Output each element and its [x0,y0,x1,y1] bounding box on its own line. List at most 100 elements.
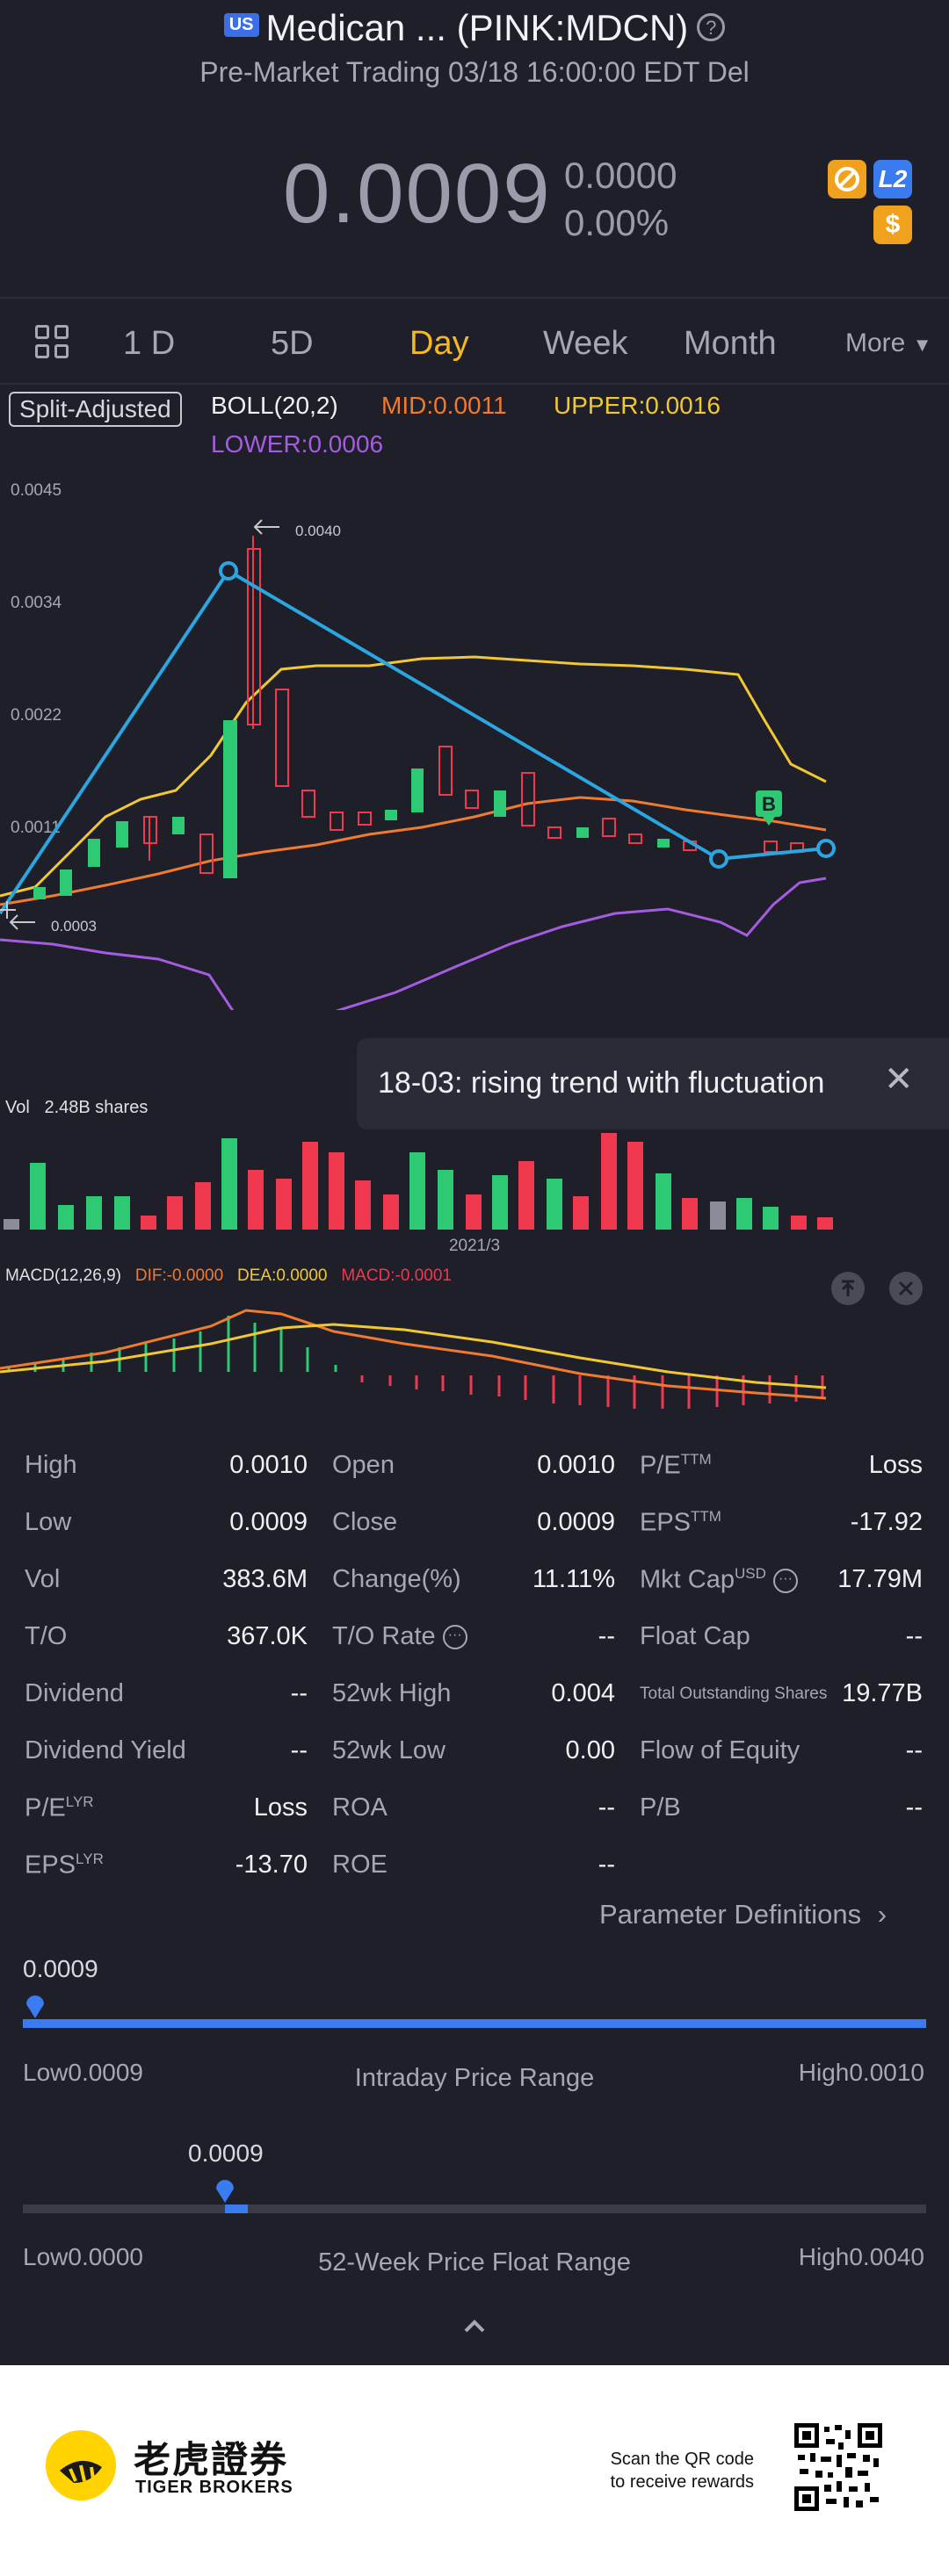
stat-dividend-label: Dividend [25,1679,124,1707]
volume-label: Vol [5,1098,30,1117]
split-adjusted-button[interactable]: Split-Adjusted [9,392,182,427]
intraday-range-label: Intraday Price Range [354,2064,595,2092]
tab-day[interactable]: Day [409,325,469,362]
parameter-definitions-link[interactable]: Parameter Definitions › [599,1899,887,1930]
buy-marker[interactable] [756,790,782,817]
tooltip-text: 18-03: rising trend with fluctuation [378,1066,825,1100]
caret-down-icon: ▼ [912,334,932,356]
close-icon[interactable]: ✕ [884,1060,914,1099]
stat-floatcap-value: -- [905,1622,923,1650]
boll-mid-line [0,796,827,906]
candle [576,827,589,838]
candle [465,790,479,809]
volume-bars [4,1133,833,1230]
stat-pe-ttm-value: Loss [868,1451,923,1479]
qr-caption-1: Scan the QR code [610,2450,754,2469]
candle [764,841,778,853]
tab-month[interactable]: Month [684,325,777,362]
stat-vol-value: 383.6M [222,1565,308,1593]
chevron-right-icon: › [877,1899,887,1930]
stat-eps-lyr-label: EPSLYR [25,1851,104,1880]
stat-52wk-low-value: 0.00 [565,1736,615,1764]
qr-code [794,2423,882,2511]
tab-more[interactable]: More ▼ [845,328,931,358]
week52-range-marker [225,2204,248,2213]
macd-legend: MACD(12,26,9) DIF:-0.0000 DEA:0.0000 MAC… [5,1266,452,1286]
more-label: More [845,328,906,357]
candle [275,689,289,787]
buy-marker-label: B [762,793,776,815]
boll-lower: LOWER:0.0006 [211,430,384,458]
candle [547,826,561,839]
stat-change-value: 11.11% [532,1565,615,1593]
stat-torate-label[interactable]: T/O Rate ··· [332,1622,467,1651]
tab-5d[interactable]: 5D [271,325,314,362]
boll-upper-line [0,655,827,898]
candles [33,536,804,899]
candle [223,720,237,878]
chevron-up-icon[interactable] [460,2315,489,2336]
more-dots-icon[interactable]: ··· [772,1569,798,1593]
tab-week[interactable]: Week [543,325,628,362]
stat-to-value: 367.0K [227,1622,308,1650]
macd-dea-line [0,1323,827,1389]
boll-upper: UPPER:0.0016 [554,392,721,419]
week52-range-label: 52-Week Price Float Range [318,2248,631,2277]
stat-open-value: 0.0010 [537,1451,615,1479]
stat-low-value: 0.0009 [229,1508,308,1536]
brand-name-en: TIGER BROKERS [135,2478,293,2497]
intraday-range-bar [23,2019,926,2028]
help-icon[interactable]: ? [697,12,726,41]
trend-line [0,568,827,915]
x-date-label: 2021/3 [449,1237,500,1255]
candle [199,833,214,874]
week52-low: Low0.0000 [23,2243,144,2270]
stat-pe-lyr-value: Loss [253,1793,308,1822]
tab-1d[interactable]: 1 D [123,325,176,362]
volume-value: 2.48B shares [44,1098,149,1117]
stat-total-shares-label: Total Outstanding Shares [640,1685,828,1703]
close-macd-icon[interactable] [889,1272,923,1305]
stat-open-label: Open [332,1451,395,1479]
candle [172,817,185,834]
stat-high-label: High [25,1451,77,1479]
period-tabs: 1 D 5D Day Week Month More ▼ [0,297,949,385]
stat-pb-value: -- [905,1793,923,1822]
stock-name[interactable]: Medican ... (PINK:MDCN) [265,7,689,48]
parameter-definitions-label: Parameter Definitions [599,1899,862,1930]
trading-status: Pre-Market Trading 03/18 16:00:00 EDT De… [199,56,750,88]
level2-icon[interactable]: L2 [873,160,912,198]
market-badge: US [223,13,259,38]
stat-to-label: T/O [25,1622,68,1650]
trend-point[interactable] [219,561,238,581]
grid-icon[interactable] [35,325,72,362]
stat-roa-label: ROA [332,1793,388,1822]
arrow-left-icon [253,519,263,535]
macd-chart[interactable] [0,1291,949,1423]
trend-point[interactable] [816,839,836,858]
boll-label[interactable]: BOLL(20,2) [211,392,338,419]
pin-top-icon[interactable] [831,1272,865,1305]
stat-mktcap-label[interactable]: Mkt CapUSD ··· [640,1565,798,1595]
macd-dea: DEA:0.0000 [237,1266,328,1285]
stat-eps-ttm-value: -17.92 [850,1508,923,1536]
stat-torate-value: -- [598,1622,615,1650]
more-dots-icon[interactable]: ··· [442,1625,467,1650]
candle [143,816,157,844]
candle [116,821,128,848]
trend-point[interactable] [709,849,728,869]
dollar-icon[interactable]: $ [873,206,912,244]
stat-52wk-high-value: 0.004 [551,1679,615,1707]
min-price-label: 0.0003 [51,918,97,934]
y-tick-3: 0.0022 [11,706,62,725]
candle [60,869,72,896]
candlestick-chart[interactable]: 0.0045 0.0034 0.0022 0.0011 [0,465,949,1010]
no-trading-icon[interactable] [828,160,866,198]
candle [411,768,424,812]
last-price: 0.0009 [283,147,552,241]
stat-flow-equity-value: -- [905,1736,923,1764]
candle [385,810,397,820]
macd-label: MACD(12,26,9) [5,1266,121,1285]
y-tick-2: 0.0034 [11,594,62,612]
volume-chart[interactable]: 2021/3 [0,1124,949,1265]
